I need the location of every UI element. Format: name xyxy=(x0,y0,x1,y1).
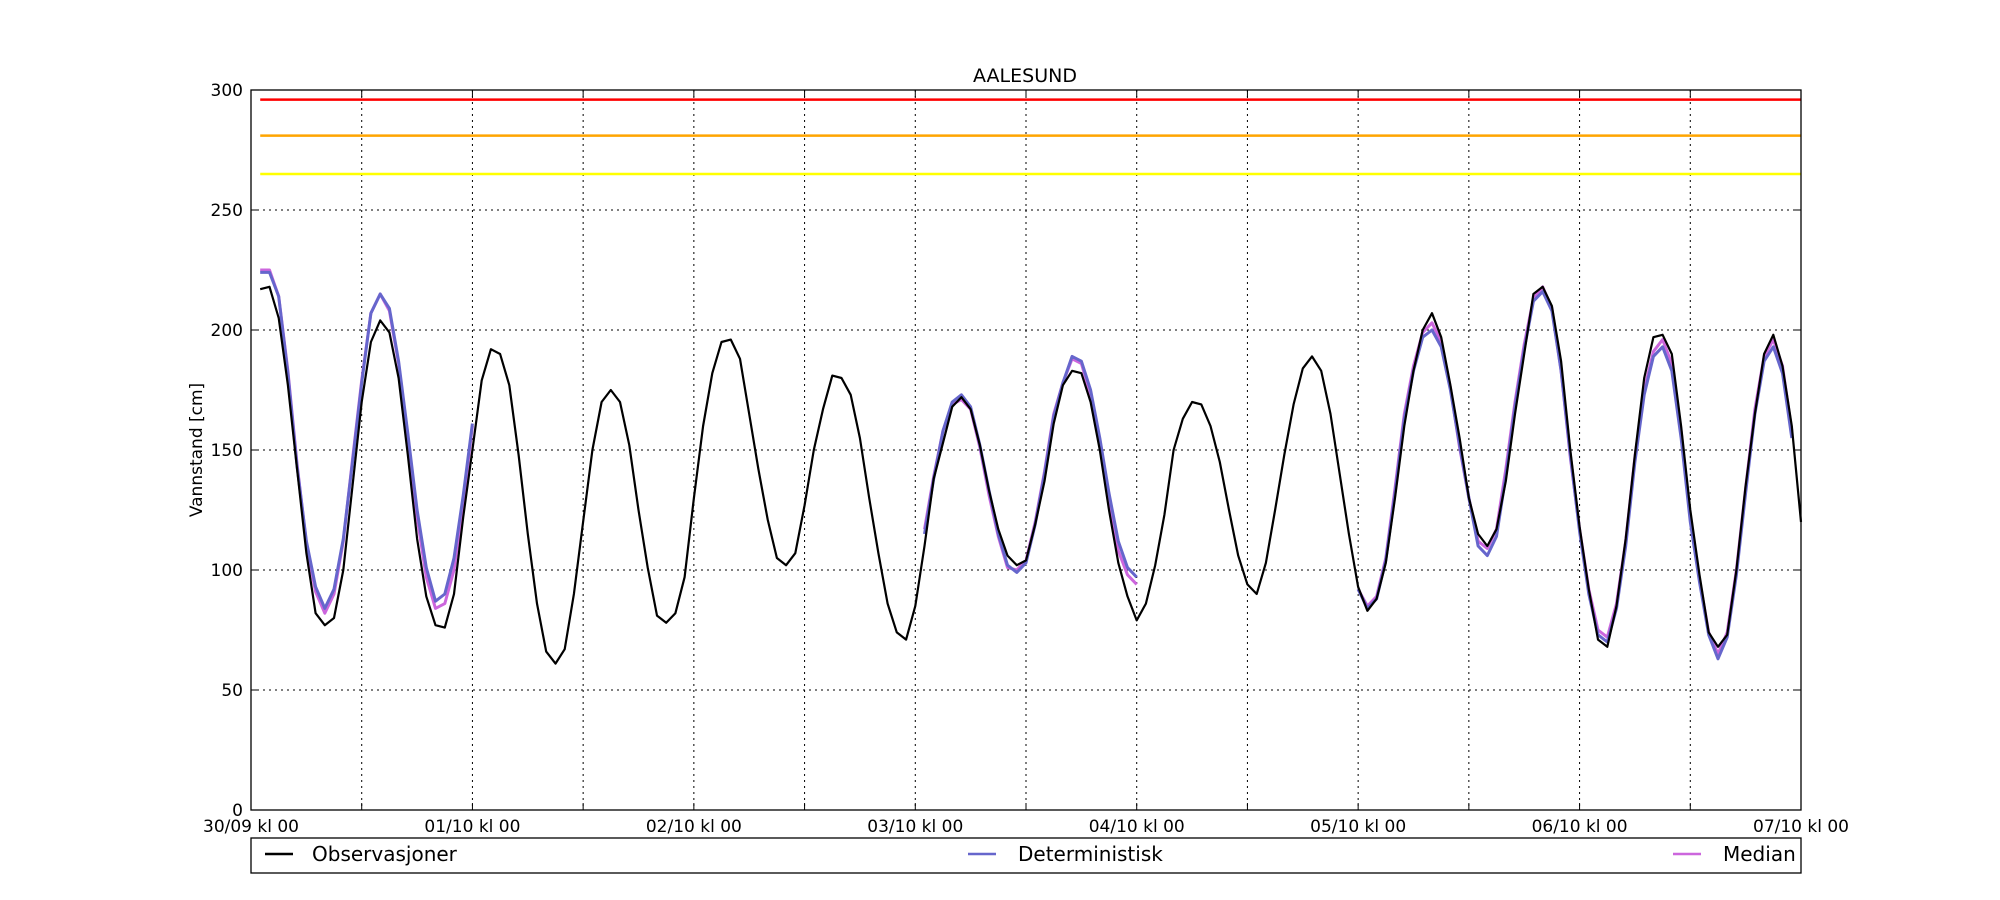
x-axis: 30/09 kl 00 01/10 kl 00 02/10 kl 00 03/10 k… xyxy=(203,90,1849,837)
deterministisk-series-line xyxy=(1356,290,1794,661)
y-tick-label: 50 xyxy=(221,681,243,701)
x-tick-label: 06/10 kl 00 xyxy=(1532,817,1628,837)
observasjoner-series-line xyxy=(259,285,1803,665)
x-tick-label: 02/10 kl 00 xyxy=(646,817,742,837)
legend-label-median: Median xyxy=(1723,842,1796,866)
y-tick-label: 0 xyxy=(232,801,243,821)
x-tick-label: 07/10 kl 00 xyxy=(1753,817,1849,837)
x-tick-label: 03/10 kl 00 xyxy=(867,817,963,837)
data-series xyxy=(259,268,1803,665)
legend-box xyxy=(250,837,1802,874)
threshold-lines xyxy=(260,98,1801,176)
y-axis: 0 50 100 150 200 250 300 xyxy=(211,81,1801,821)
chart-title: AALESUND xyxy=(973,65,1077,87)
legend-label-observasjoner: Observasjoner xyxy=(312,842,458,866)
x-tick-label: 01/10 kl 00 xyxy=(424,817,520,837)
legend: Observasjoner Deterministisk Median xyxy=(250,837,1802,874)
y-tick-label: 300 xyxy=(211,81,243,101)
y-tick-label: 150 xyxy=(211,441,243,461)
x-tick-label: 30/09 kl 00 xyxy=(203,817,299,837)
y-tick-label: 250 xyxy=(211,201,243,221)
median-series-line xyxy=(1356,285,1794,656)
y-axis-label: Vannstand [cm] xyxy=(187,383,207,517)
legend-label-deterministisk: Deterministisk xyxy=(1018,842,1163,866)
deterministisk-series-line xyxy=(260,270,474,610)
x-tick-label: 04/10 kl 00 xyxy=(1089,817,1185,837)
y-tick-label: 200 xyxy=(211,321,243,341)
median-series-line xyxy=(260,268,474,615)
x-tick-label: 05/10 kl 00 xyxy=(1310,817,1406,837)
grid-lines xyxy=(251,90,1801,810)
y-tick-label: 100 xyxy=(211,561,243,581)
